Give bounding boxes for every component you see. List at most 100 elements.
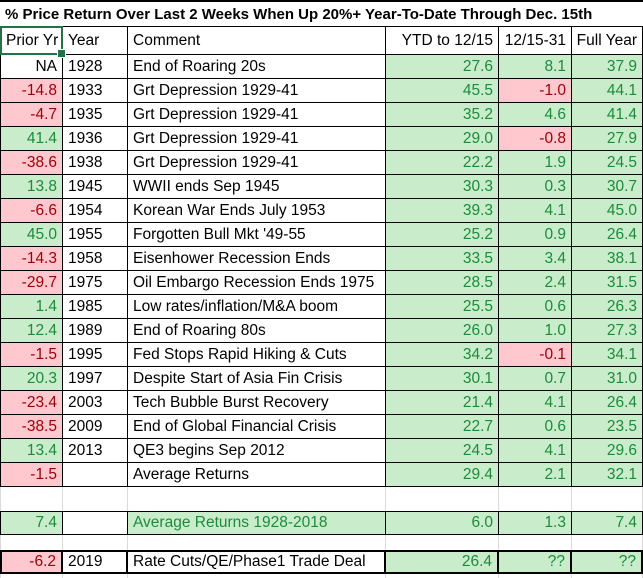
cell-ytd[interactable]: 45.5	[386, 79, 499, 103]
cell-ytd[interactable]: 26.0	[386, 319, 499, 343]
cell-ytd[interactable]: 29.4	[386, 463, 499, 487]
cell-year[interactable]: 2009	[63, 415, 128, 439]
cell-year[interactable]	[63, 463, 128, 487]
cell-full[interactable]: 26.3	[572, 295, 643, 319]
cell-ytd[interactable]: 35.2	[386, 103, 499, 127]
cell-comment[interactable]: Low rates/inflation/M&A boom	[128, 295, 386, 319]
cell-ytd[interactable]: 22.2	[386, 151, 499, 175]
cell-full[interactable]: 45.0	[572, 199, 643, 223]
cell-year[interactable]: 1985	[63, 295, 128, 319]
cell-comment[interactable]: Fed Stops Rapid Hiking & Cuts	[128, 343, 386, 367]
cell-comment[interactable]: Despite Start of Asia Fin Crisis	[128, 367, 386, 391]
cell-mid[interactable]: 3.4	[499, 247, 572, 271]
cell-prior[interactable]: 13.8	[0, 175, 63, 199]
cell-prior[interactable]: -14.8	[0, 79, 63, 103]
cell-ytd[interactable]: 29.0	[386, 127, 499, 151]
cell-prior[interactable]: -6.2	[0, 550, 63, 574]
cell-year[interactable]: 1945	[63, 175, 128, 199]
cell-prior[interactable]: 45.0	[0, 223, 63, 247]
cell-prior[interactable]: -14.3	[0, 247, 63, 271]
cell-mid[interactable]: 0.6	[499, 295, 572, 319]
cell-comment[interactable]: Oil Embargo Recession Ends 1975	[128, 271, 386, 295]
cell-comment[interactable]: End of Global Financial Crisis	[128, 415, 386, 439]
cell-comment[interactable]: Forgotten Bull Mkt '49-55	[128, 223, 386, 247]
cell-year[interactable]: 1933	[63, 79, 128, 103]
cell-year[interactable]: 1958	[63, 247, 128, 271]
cell-prior[interactable]	[0, 535, 63, 550]
cell-prior[interactable]: -38.6	[0, 151, 63, 175]
cell-ytd[interactable]: 26.4	[386, 550, 499, 574]
cell-ytd[interactable]: 28.5	[386, 271, 499, 295]
cell-prior[interactable]: NA	[0, 55, 63, 79]
cell-prior[interactable]: 7.4	[0, 511, 63, 535]
cell-ytd[interactable]: 25.5	[386, 295, 499, 319]
cell-full[interactable]: 37.9	[572, 55, 643, 79]
cell-ytd[interactable]: 39.3	[386, 199, 499, 223]
cell-ytd[interactable]	[386, 487, 499, 511]
cell-comment[interactable]: End of Roaring 80s	[128, 319, 386, 343]
cell-full[interactable]: 27.3	[572, 319, 643, 343]
cell-year[interactable]: 2013	[63, 439, 128, 463]
cell-comment[interactable]: Grt Depression 1929-41	[128, 79, 386, 103]
cell-year[interactable]: 2003	[63, 391, 128, 415]
cell-prior[interactable]	[0, 574, 63, 578]
cell-comment[interactable]: End of Roaring 20s	[128, 55, 386, 79]
cell-full[interactable]: 38.1	[572, 247, 643, 271]
cell-full[interactable]: 31.0	[572, 367, 643, 391]
cell-prior[interactable]: 13.4	[0, 439, 63, 463]
cell-year[interactable]: 1955	[63, 223, 128, 247]
cell-comment[interactable]	[128, 487, 386, 511]
cell-full[interactable]: 41.4	[572, 103, 643, 127]
cell-full[interactable]: 27.9	[572, 127, 643, 151]
cell-mid[interactable]: 1.3	[499, 511, 572, 535]
cell-mid[interactable]: 4.1	[499, 439, 572, 463]
cell-ytd[interactable]	[386, 535, 499, 550]
cell-ytd[interactable]	[386, 574, 499, 578]
cell-prior[interactable]: -29.7	[0, 271, 63, 295]
cell-ytd[interactable]: 30.3	[386, 175, 499, 199]
cell-full[interactable]: 24.5	[572, 151, 643, 175]
cell-prior[interactable]: -23.4	[0, 391, 63, 415]
cell-comment[interactable]: Tech Bubble Burst Recovery	[128, 391, 386, 415]
cell-year[interactable]	[63, 535, 128, 550]
cell-full[interactable]: 7.4	[572, 511, 643, 535]
cell-ytd[interactable]: 21.4	[386, 391, 499, 415]
cell-year[interactable]	[63, 487, 128, 511]
cell-comment[interactable]: QE3 begins Sep 2012	[128, 439, 386, 463]
cell-full[interactable]: 29.6	[572, 439, 643, 463]
cell-comment[interactable]: WWII ends Sep 1945	[128, 175, 386, 199]
cell-ytd[interactable]: 25.2	[386, 223, 499, 247]
cell-year[interactable]: 1995	[63, 343, 128, 367]
cell-comment[interactable]: Average Returns	[128, 463, 386, 487]
cell-ytd[interactable]: 30.1	[386, 367, 499, 391]
cell-full[interactable]: 44.1	[572, 79, 643, 103]
cell-mid[interactable]: -0.1	[499, 343, 572, 367]
cell-full[interactable]	[572, 535, 643, 550]
cell-full[interactable]: ??	[572, 550, 643, 574]
cell-mid[interactable]: 0.9	[499, 223, 572, 247]
cell-mid[interactable]: 1.0	[499, 319, 572, 343]
cell-prior[interactable]: 1.4	[0, 295, 63, 319]
header-ytd-to-12-15[interactable]: YTD to 12/15	[386, 27, 499, 55]
fill-handle[interactable]	[57, 49, 66, 58]
cell-ytd[interactable]: 34.2	[386, 343, 499, 367]
cell-year[interactable]: 2019	[63, 550, 128, 574]
cell-mid[interactable]: ??	[499, 550, 572, 574]
cell-mid[interactable]: -1.0	[499, 79, 572, 103]
cell-mid[interactable]: 0.6	[499, 415, 572, 439]
cell-prior[interactable]: -1.5	[0, 343, 63, 367]
cell-prior[interactable]: 41.4	[0, 127, 63, 151]
cell-comment[interactable]: Grt Depression 1929-41	[128, 103, 386, 127]
cell-prior[interactable]: -4.7	[0, 103, 63, 127]
cell-mid[interactable]	[499, 535, 572, 550]
cell-full[interactable]: 30.7	[572, 175, 643, 199]
cell-comment[interactable]	[128, 574, 386, 578]
cell-comment[interactable]: Rate Cuts/QE/Phase1 Trade Deal	[128, 550, 386, 574]
cell-year[interactable]: 1935	[63, 103, 128, 127]
cell-prior[interactable]: -6.6	[0, 199, 63, 223]
header-prior-yr[interactable]: Prior Yr	[0, 26, 66, 58]
cell-comment[interactable]: Grt Depression 1929-41	[128, 127, 386, 151]
cell-year[interactable]: 1936	[63, 127, 128, 151]
cell-mid[interactable]	[499, 487, 572, 511]
cell-year[interactable]	[63, 511, 128, 535]
